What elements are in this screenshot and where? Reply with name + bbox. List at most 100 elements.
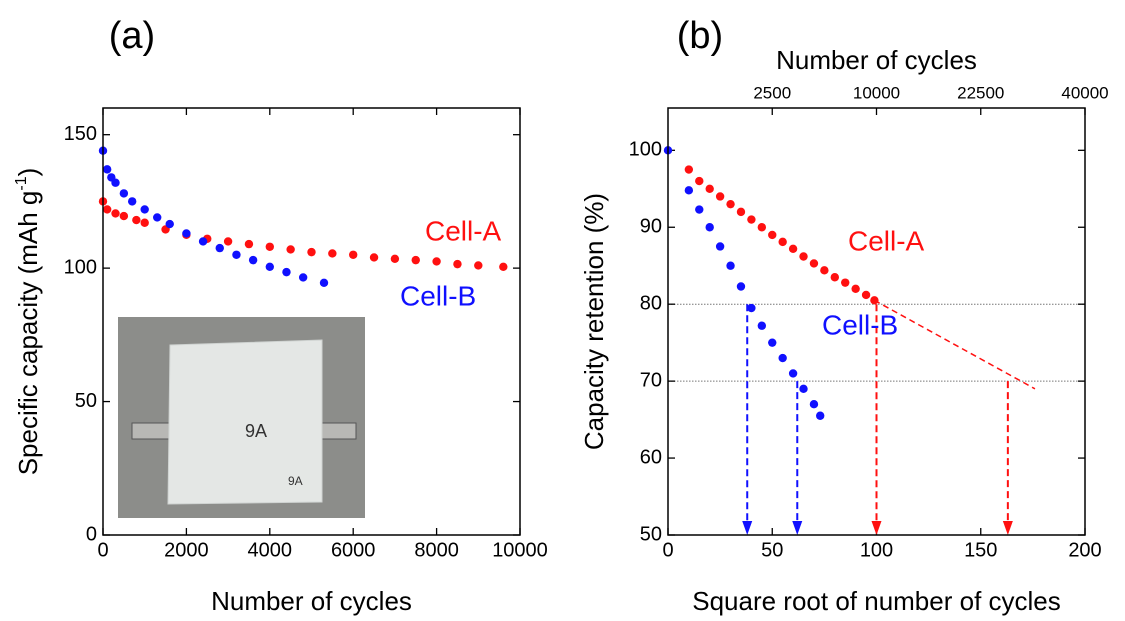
x2-tick-label: 22500 <box>957 83 1004 102</box>
data-point <box>319 278 329 288</box>
x-tick-label: 2000 <box>164 539 209 561</box>
data-point <box>282 267 291 277</box>
data-point <box>830 273 839 282</box>
data-point <box>851 284 860 294</box>
data-point <box>232 250 241 259</box>
data-point <box>119 211 129 221</box>
data-point <box>768 338 777 347</box>
y-tick-label: 60 <box>640 446 662 468</box>
data-point <box>369 253 379 262</box>
photo-tab <box>131 422 175 440</box>
series-label: Cell-A <box>425 215 502 246</box>
drop-arrow <box>792 381 803 535</box>
y-axis-title-part: ) <box>13 168 43 177</box>
data-point <box>816 411 825 420</box>
data-point <box>799 384 808 394</box>
x-tick-label: 200 <box>1068 539 1101 561</box>
y-tick-label: 50 <box>640 523 662 545</box>
data-point <box>499 262 508 271</box>
data-point <box>432 257 441 266</box>
photo-pouch <box>167 339 323 505</box>
data-point <box>111 178 120 187</box>
x2-axis-title: Number of cycles <box>776 45 977 75</box>
plot-frame <box>667 107 1086 536</box>
series-label: Cell-B <box>400 280 476 311</box>
data-point <box>757 321 767 330</box>
x-axis-title: Number of cycles <box>211 586 412 616</box>
x-tick-label: 100 <box>860 539 893 561</box>
data-point <box>215 243 224 253</box>
data-point <box>778 353 787 363</box>
x-axis-title: Square root of number of cycles <box>692 586 1061 616</box>
y-axis-title: Capacity retention (%) <box>579 193 609 450</box>
data-point <box>349 250 358 259</box>
x2-tick-label: 2500 <box>753 83 791 102</box>
data-point <box>870 296 879 305</box>
plot-frame <box>102 107 521 536</box>
x-tick-label: 8000 <box>414 539 459 561</box>
y-tick-label: 90 <box>640 216 662 238</box>
data-point <box>799 252 808 261</box>
data-point <box>223 237 233 246</box>
data-point <box>757 223 767 232</box>
data-point <box>182 229 191 238</box>
data-point <box>705 184 714 193</box>
data-point <box>809 400 819 409</box>
drop-arrow <box>871 304 882 535</box>
y-axis-title-part: Capacity retention (%) <box>579 193 609 450</box>
x-tick-label: 150 <box>964 539 997 561</box>
data-point <box>298 273 308 282</box>
drop-arrow <box>1002 381 1013 535</box>
x-tick-label: 0 <box>97 539 108 561</box>
data-point <box>111 209 120 218</box>
data-point <box>102 205 112 214</box>
y-tick-label: 70 <box>640 369 662 391</box>
data-point <box>695 176 704 186</box>
y-axis-title-sup: -1 <box>13 176 30 190</box>
data-point <box>705 223 714 232</box>
data-point <box>809 259 819 268</box>
arrow-head <box>871 521 882 535</box>
y-tick-label: 50 <box>75 390 97 412</box>
y-tick-label: 80 <box>640 292 662 314</box>
arrow-head <box>792 521 803 535</box>
x-tick-label: 10000 <box>492 539 548 561</box>
data-point <box>695 205 704 214</box>
data-point <box>736 207 746 217</box>
x2-tick-label: 40000 <box>1061 83 1108 102</box>
data-point <box>788 369 798 378</box>
data-point <box>411 255 420 265</box>
y-tick-label: 100 <box>64 256 97 278</box>
data-point <box>778 237 787 247</box>
series-label: Cell-A <box>848 225 925 256</box>
data-point <box>198 237 208 246</box>
drop-arrow <box>742 304 753 535</box>
data-point <box>768 230 777 240</box>
data-point <box>736 282 746 291</box>
x-tick-label: 0 <box>662 539 673 561</box>
data-point <box>726 261 735 270</box>
y-axis-title-part: Specific capacity (mAh g <box>13 191 43 476</box>
x-tick-label: 4000 <box>248 539 293 561</box>
data-point <box>127 197 137 206</box>
arrow-head <box>1002 521 1013 535</box>
arrow-head <box>742 521 753 535</box>
data-point <box>861 290 871 300</box>
y-tick-label: 150 <box>64 123 97 145</box>
data-point <box>248 255 258 265</box>
data-point <box>307 247 316 257</box>
data-point <box>153 213 162 222</box>
x-tick-label: 50 <box>761 539 783 561</box>
panel-title: (b) <box>677 15 723 57</box>
data-point <box>140 218 149 227</box>
y-axis-title: Specific capacity (mAh g-1) <box>13 168 43 476</box>
panel-title: (a) <box>109 15 155 57</box>
data-point <box>747 215 756 224</box>
inset-label: 9A <box>288 474 303 488</box>
data-point <box>328 249 337 258</box>
data-point <box>788 244 798 253</box>
y-tick-label: 0 <box>86 523 97 545</box>
data-point <box>726 199 735 209</box>
